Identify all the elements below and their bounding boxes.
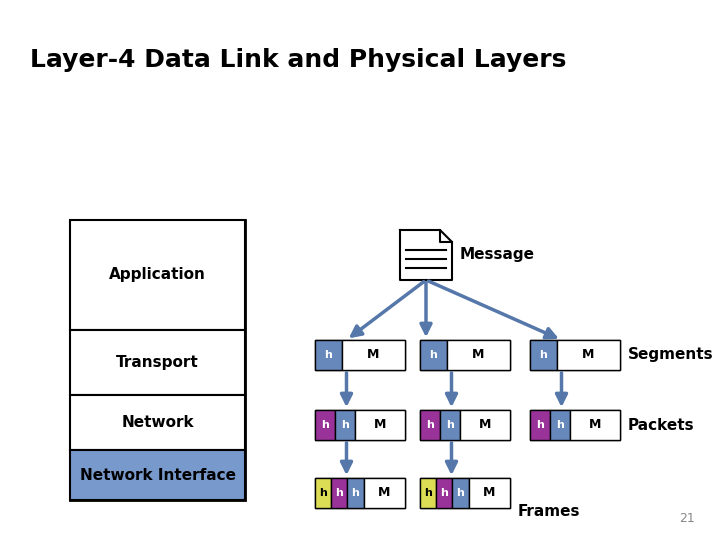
- Bar: [436, 478, 452, 508]
- Bar: [315, 478, 405, 508]
- Text: Packets: Packets: [628, 417, 695, 433]
- Text: M: M: [479, 418, 491, 431]
- Text: 21: 21: [679, 512, 695, 525]
- Bar: [315, 340, 342, 370]
- Bar: [420, 410, 440, 440]
- Bar: [530, 340, 557, 370]
- Bar: [70, 395, 245, 450]
- Bar: [347, 478, 364, 508]
- Bar: [315, 478, 331, 508]
- Bar: [420, 410, 510, 440]
- Text: Network Interface: Network Interface: [79, 468, 235, 483]
- Bar: [420, 478, 436, 508]
- Text: h: h: [536, 420, 544, 430]
- Bar: [70, 220, 245, 330]
- Text: h: h: [325, 350, 333, 360]
- Bar: [550, 410, 570, 440]
- Bar: [70, 450, 245, 500]
- Text: M: M: [582, 348, 595, 361]
- Text: M: M: [589, 418, 601, 431]
- Text: h: h: [441, 488, 449, 498]
- Text: h: h: [336, 488, 343, 498]
- Bar: [355, 410, 405, 440]
- Text: h: h: [446, 420, 454, 430]
- Bar: [342, 340, 405, 370]
- Bar: [447, 340, 510, 370]
- Text: Frames: Frames: [518, 503, 580, 518]
- Text: h: h: [319, 488, 327, 498]
- Bar: [331, 478, 347, 508]
- Text: h: h: [556, 420, 564, 430]
- Bar: [70, 220, 245, 500]
- Text: M: M: [472, 348, 485, 361]
- Bar: [420, 340, 447, 370]
- Text: h: h: [539, 350, 547, 360]
- Text: M: M: [378, 487, 390, 500]
- Bar: [440, 410, 459, 440]
- Bar: [315, 410, 405, 440]
- Bar: [530, 340, 620, 370]
- Text: M: M: [483, 487, 495, 500]
- Bar: [420, 478, 510, 508]
- Bar: [530, 410, 620, 440]
- Bar: [315, 340, 405, 370]
- Bar: [557, 340, 620, 370]
- Text: M: M: [367, 348, 379, 361]
- Bar: [70, 330, 245, 395]
- Text: Layer-4 Data Link and Physical Layers: Layer-4 Data Link and Physical Layers: [30, 48, 567, 72]
- Bar: [335, 410, 355, 440]
- Bar: [452, 478, 469, 508]
- Text: h: h: [321, 420, 329, 430]
- Text: h: h: [426, 420, 434, 430]
- Text: Segments: Segments: [628, 348, 714, 362]
- Text: Transport: Transport: [116, 355, 199, 370]
- Text: Application: Application: [109, 267, 206, 282]
- Text: h: h: [341, 420, 348, 430]
- Bar: [459, 410, 510, 440]
- Text: h: h: [430, 350, 438, 360]
- Bar: [570, 410, 620, 440]
- Text: Network: Network: [121, 415, 194, 430]
- Text: h: h: [424, 488, 432, 498]
- Bar: [315, 410, 335, 440]
- Bar: [530, 410, 550, 440]
- Text: Message: Message: [460, 247, 535, 262]
- Bar: [469, 478, 510, 508]
- Text: M: M: [374, 418, 386, 431]
- Bar: [364, 478, 405, 508]
- Text: h: h: [351, 488, 359, 498]
- Polygon shape: [400, 230, 452, 280]
- Text: h: h: [456, 488, 464, 498]
- Bar: [420, 340, 510, 370]
